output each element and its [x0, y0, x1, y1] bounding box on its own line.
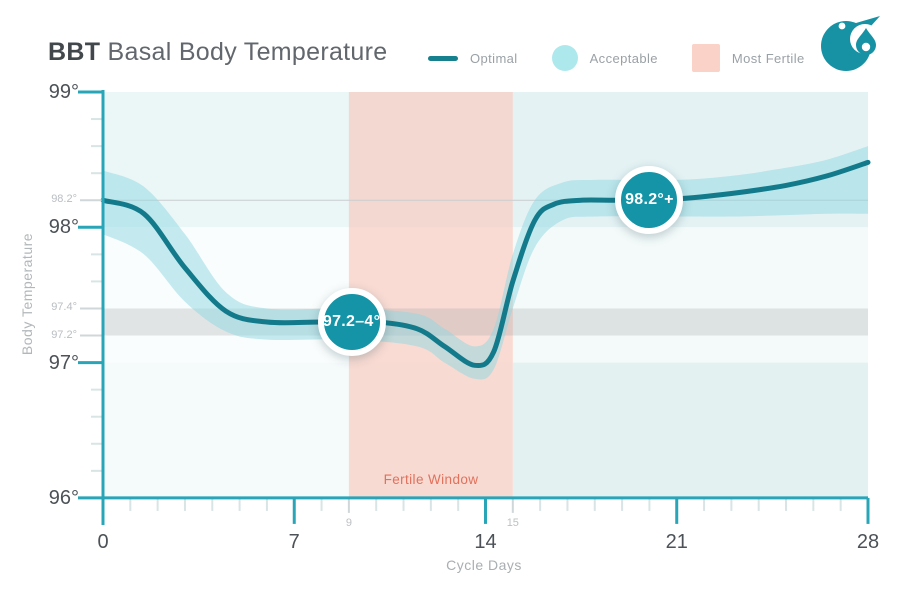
droplet-flag-logo-icon [821, 16, 880, 71]
acceptable-circle-swatch-icon [551, 45, 578, 71]
x-axis-title: Cycle Days [446, 557, 522, 573]
y-axis-annotated-label: 97.4° [51, 301, 77, 314]
low-phase-temp-badge: 97.2–4° [317, 288, 386, 356]
y-axis-major-label: 98° [48, 216, 79, 239]
most-fertile-square-swatch-icon [691, 44, 720, 72]
high-phase-temp-badge: 98.2°+ [615, 166, 684, 235]
optimal-line-swatch-icon [428, 55, 458, 61]
legend-item-most-fertile: Most Fertile [691, 44, 805, 72]
legend-item-acceptable: Acceptable [551, 45, 658, 71]
high-phase-temp-badge-text: 98.2°+ [625, 191, 674, 209]
y-axis-major-label: 99° [48, 81, 79, 103]
fertile-window-label: Fertile Window [383, 472, 479, 487]
page-title-abbrev: BBT [48, 38, 101, 66]
legend-label: Most Fertile [731, 50, 805, 66]
x-axis-major-label: 28 [856, 531, 880, 553]
x-axis-major-label: 0 [97, 531, 109, 553]
legend-label: Optimal [470, 50, 518, 66]
x-axis-annotated-label: 9 [345, 517, 352, 529]
legend-label: Acceptable [589, 50, 658, 66]
page-title: BBT Basal Body Temperature [48, 38, 387, 67]
x-axis-annotated-label: 15 [506, 517, 519, 529]
legend: Optimal Acceptable Most Fertile [428, 42, 839, 74]
x-axis-major-label: 21 [665, 531, 688, 553]
page-title-text: Basal Body Temperature [107, 38, 388, 66]
y-axis-major-label: 96° [48, 486, 79, 509]
legend-item-optimal: Optimal [428, 51, 518, 66]
y-axis-annotated-label: 97.2° [51, 328, 77, 341]
y-axis-annotated-label: 98.2° [51, 193, 77, 206]
y-axis-title: Body Temperature [19, 232, 35, 356]
x-axis-major-label: 14 [474, 531, 497, 553]
x-axis-major-label: 7 [288, 531, 300, 553]
y-axis-major-label: 97° [48, 351, 79, 374]
low-phase-temp-badge-text: 97.2–4° [322, 313, 381, 330]
